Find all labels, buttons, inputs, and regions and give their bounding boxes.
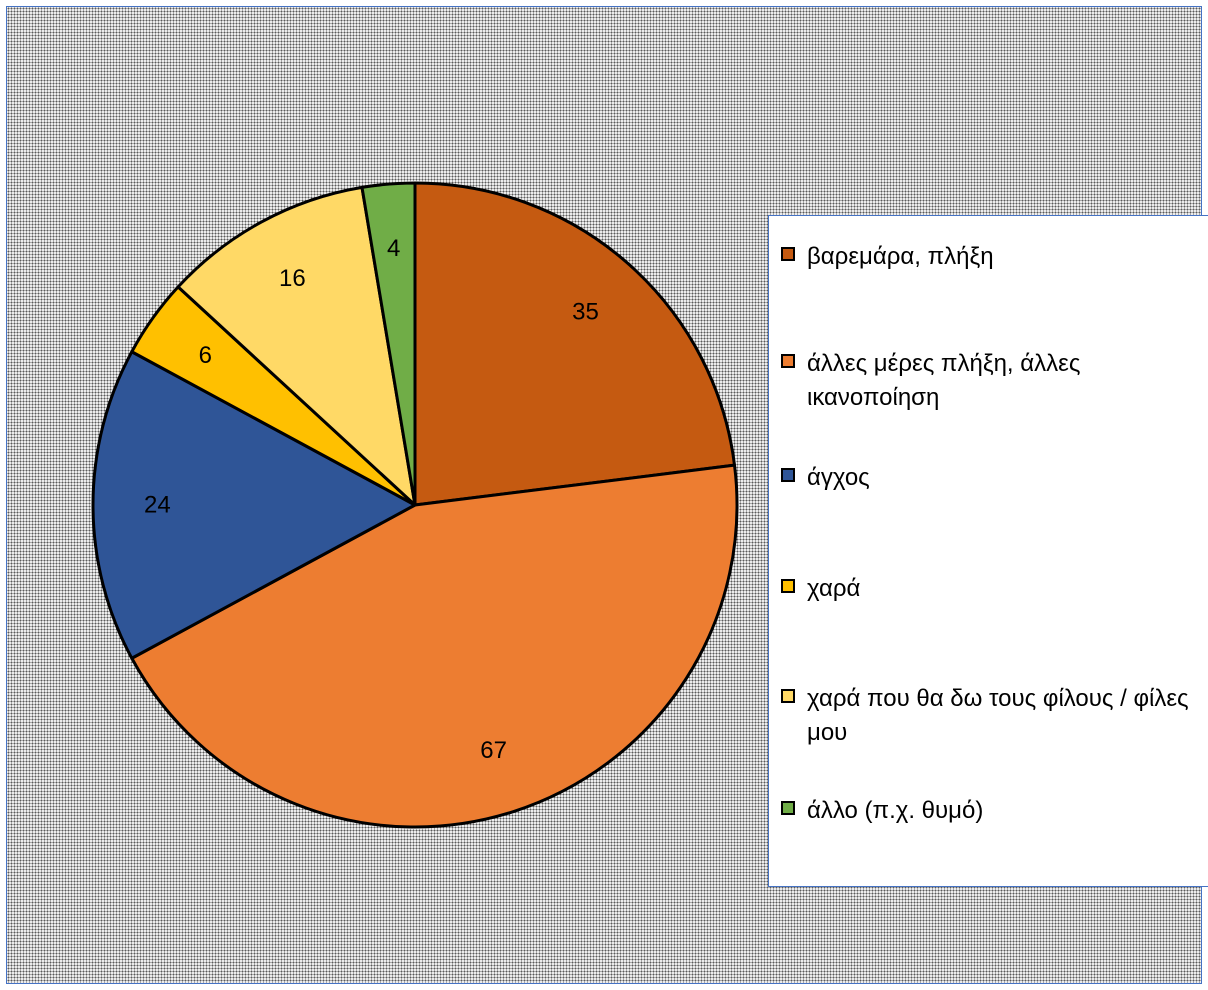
legend-swatch-icon (781, 354, 795, 368)
legend-label: χαρά που θα δω τους φίλους / φίλες μου (807, 685, 1189, 746)
legend-label: άλλες μέρες πλήξη, άλλες ικανοποίηση (807, 350, 1081, 411)
data-label: 67 (480, 737, 507, 764)
legend-swatch-icon (781, 468, 795, 482)
legend-label: άλλο (π.χ. θυμό) (807, 797, 984, 824)
chart-area: 35 67 24 6 16 4 βαρεμάρα, πλήξη άλλες μέρες π… (6, 6, 1208, 984)
pie-slice (91, 350, 417, 660)
legend-swatch-icon (781, 247, 795, 261)
pie-slices (91, 181, 739, 829)
legend-swatch-icon (781, 801, 795, 815)
pie-slice (413, 181, 737, 507)
pie-chart: 35 67 24 6 16 4 (91, 181, 739, 829)
data-label: 6 (199, 342, 212, 369)
legend-swatch-icon (781, 579, 795, 593)
data-label: 16 (279, 265, 306, 292)
legend: βαρεμάρα, πλήξη άλλες μέρες πλήξη, άλλες… (768, 215, 1208, 887)
data-label: 35 (572, 298, 599, 325)
legend-label: άγχος (807, 464, 870, 491)
data-label: 4 (387, 235, 400, 262)
legend-label: χαρά (807, 575, 861, 602)
pie-slice (130, 463, 739, 829)
data-label: 24 (144, 492, 171, 519)
pie-slice (176, 185, 417, 507)
legend-swatch-icon (781, 689, 795, 703)
legend-label: βαρεμάρα, πλήξη (807, 243, 994, 270)
data-labels: 35 67 24 6 16 4 (144, 235, 599, 764)
pie-slice (360, 181, 417, 507)
